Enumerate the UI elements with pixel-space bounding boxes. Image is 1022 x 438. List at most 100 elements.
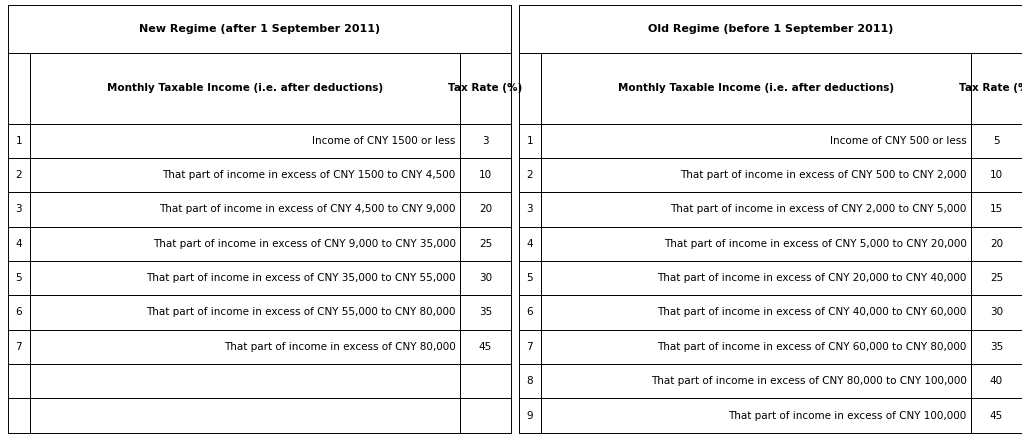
Text: That part of income in excess of CNY 4,500 to CNY 9,000: That part of income in excess of CNY 4,5… [159, 205, 456, 215]
Bar [519, 124, 541, 158]
Text: That part of income in excess of CNY 60,000 to CNY 80,000: That part of income in excess of CNY 60,… [657, 342, 967, 352]
Bar [30, 261, 460, 295]
Bar [460, 158, 511, 192]
Bar [971, 295, 1022, 330]
Text: 45: 45 [990, 410, 1003, 420]
Text: Monthly Taxable Income (i.e. after deductions): Monthly Taxable Income (i.e. after deduc… [106, 83, 383, 93]
Text: 40: 40 [990, 376, 1003, 386]
Text: 35: 35 [990, 342, 1003, 352]
Text: 45: 45 [479, 342, 492, 352]
Text: That part of income in excess of CNY 9,000 to CNY 35,000: That part of income in excess of CNY 9,0… [153, 239, 456, 249]
Text: 3: 3 [526, 205, 533, 215]
Bar [460, 226, 511, 261]
Bar [8, 226, 30, 261]
Bar [8, 53, 30, 124]
Text: That part of income in excess of CNY 35,000 to CNY 55,000: That part of income in excess of CNY 35,… [146, 273, 456, 283]
Text: 5: 5 [526, 273, 533, 283]
Text: Old Regime (before 1 September 2011): Old Regime (before 1 September 2011) [648, 24, 893, 34]
Text: 10: 10 [479, 170, 492, 180]
Text: 6: 6 [526, 307, 533, 318]
Bar [8, 192, 30, 226]
Text: 10: 10 [990, 170, 1003, 180]
Bar [460, 364, 511, 399]
Bar [8, 261, 30, 295]
Bar [971, 53, 1022, 124]
Text: That part of income in excess of CNY 100,000: That part of income in excess of CNY 100… [729, 410, 967, 420]
Text: 20: 20 [990, 239, 1003, 249]
Bar [30, 124, 460, 158]
Bar [460, 399, 511, 433]
Text: Income of CNY 1500 or less: Income of CNY 1500 or less [313, 136, 456, 146]
Bar [460, 124, 511, 158]
Text: 4: 4 [526, 239, 533, 249]
Text: 30: 30 [990, 307, 1003, 318]
Bar [8, 399, 30, 433]
Bar [30, 295, 460, 330]
Bar [30, 53, 460, 124]
Bar [541, 261, 971, 295]
Bar [971, 226, 1022, 261]
Text: That part of income in excess of CNY 5,000 to CNY 20,000: That part of income in excess of CNY 5,0… [664, 239, 967, 249]
Bar [460, 261, 511, 295]
Bar [971, 124, 1022, 158]
Bar [460, 295, 511, 330]
Bar [8, 364, 30, 399]
Bar [8, 5, 511, 53]
Bar [519, 261, 541, 295]
Text: That part of income in excess of CNY 1500 to CNY 4,500: That part of income in excess of CNY 150… [162, 170, 456, 180]
Bar [971, 399, 1022, 433]
Bar [519, 158, 541, 192]
Text: That part of income in excess of CNY 55,000 to CNY 80,000: That part of income in excess of CNY 55,… [146, 307, 456, 318]
Bar [519, 330, 541, 364]
Text: That part of income in excess of CNY 2,000 to CNY 5,000: That part of income in excess of CNY 2,0… [670, 205, 967, 215]
Bar [8, 124, 30, 158]
Bar [460, 330, 511, 364]
Text: That part of income in excess of CNY 40,000 to CNY 60,000: That part of income in excess of CNY 40,… [657, 307, 967, 318]
Bar [971, 364, 1022, 399]
Text: 25: 25 [990, 273, 1003, 283]
Text: 15: 15 [990, 205, 1003, 215]
Text: That part of income in excess of CNY 80,000: That part of income in excess of CNY 80,… [224, 342, 456, 352]
Bar [460, 53, 511, 124]
Text: 5: 5 [15, 273, 22, 283]
Text: 7: 7 [526, 342, 533, 352]
Bar [541, 399, 971, 433]
Text: 6: 6 [15, 307, 22, 318]
Text: 2: 2 [15, 170, 22, 180]
Bar [519, 295, 541, 330]
Bar [541, 192, 971, 226]
Text: 5: 5 [993, 136, 1000, 146]
Text: Tax Rate (%): Tax Rate (%) [960, 83, 1022, 93]
Text: 3: 3 [15, 205, 22, 215]
Bar [30, 364, 460, 399]
Bar [8, 330, 30, 364]
Text: Income of CNY 500 or less: Income of CNY 500 or less [830, 136, 967, 146]
Bar [519, 364, 541, 399]
Bar [30, 399, 460, 433]
Text: That part of income in excess of CNY 80,000 to CNY 100,000: That part of income in excess of CNY 80,… [651, 376, 967, 386]
Bar [519, 192, 541, 226]
Text: 1: 1 [526, 136, 533, 146]
Text: Monthly Taxable Income (i.e. after deductions): Monthly Taxable Income (i.e. after deduc… [617, 83, 894, 93]
Bar [971, 192, 1022, 226]
Text: Tax Rate (%): Tax Rate (%) [449, 83, 522, 93]
Bar [30, 192, 460, 226]
Text: 20: 20 [479, 205, 492, 215]
Bar [541, 364, 971, 399]
Bar [30, 158, 460, 192]
Text: 9: 9 [526, 410, 533, 420]
Bar [8, 295, 30, 330]
Text: 2: 2 [526, 170, 533, 180]
Bar [519, 5, 1022, 53]
Text: 3: 3 [482, 136, 489, 146]
Bar [541, 53, 971, 124]
Bar [971, 158, 1022, 192]
Text: That part of income in excess of CNY 500 to CNY 2,000: That part of income in excess of CNY 500… [681, 170, 967, 180]
Text: 1: 1 [15, 136, 22, 146]
Bar [519, 226, 541, 261]
Bar [519, 53, 541, 124]
Bar [460, 192, 511, 226]
Text: 35: 35 [479, 307, 492, 318]
Text: New Regime (after 1 September 2011): New Regime (after 1 September 2011) [139, 24, 380, 34]
Bar [519, 399, 541, 433]
